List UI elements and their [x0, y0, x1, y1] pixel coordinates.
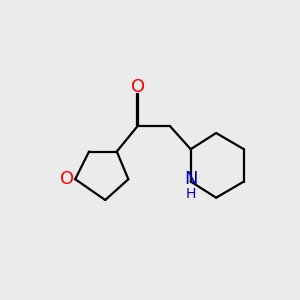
Text: O: O: [60, 170, 74, 188]
Text: H: H: [185, 187, 196, 201]
Text: O: O: [130, 78, 145, 96]
Text: N: N: [184, 170, 197, 188]
